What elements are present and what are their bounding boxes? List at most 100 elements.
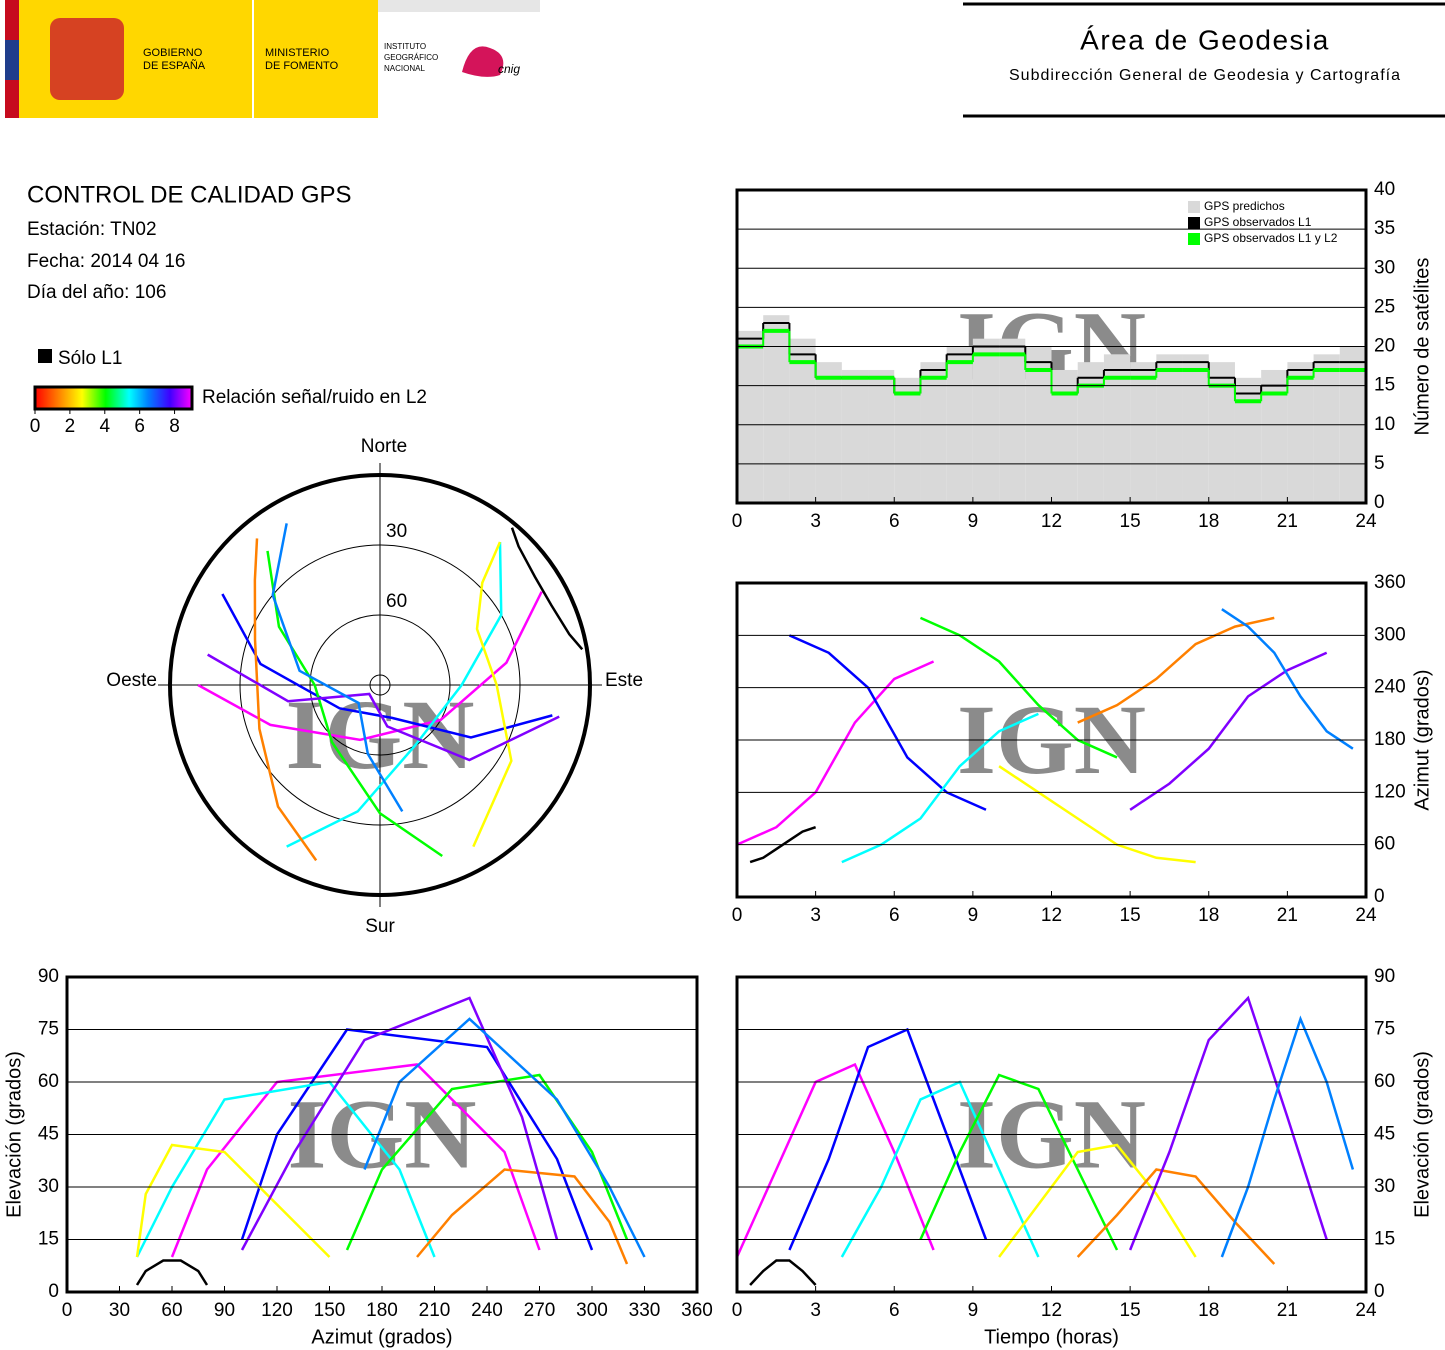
direction-label: Sur: [365, 916, 395, 937]
x-axis-label: Tiempo (horas): [984, 1326, 1119, 1348]
predicted-bar: [789, 338, 816, 503]
y-tick-label: 0: [48, 1281, 59, 1302]
satellite-track: [135, 1080, 436, 1258]
satellite-track: [1221, 608, 1354, 750]
legend-label: GPS observados L1: [1204, 215, 1312, 229]
x-tick-label: 21: [1277, 905, 1298, 926]
predicted-bar: [1130, 362, 1157, 503]
x-tick-label: 18: [1198, 905, 1219, 926]
x-tick-label: 12: [1041, 905, 1062, 926]
x-tick-label: 6: [889, 511, 900, 532]
satellite-track: [416, 1168, 629, 1265]
x-tick-label: 330: [629, 1300, 661, 1321]
header: GOBIERNO DE ESPAÑA MINISTERIO DE FOMENTO…: [5, 0, 1445, 118]
x-axis-label: Azimut (grados): [311, 1326, 452, 1348]
predicted-bar: [868, 369, 895, 503]
x-tick-label: 18: [1198, 511, 1219, 532]
satellite-track: [1077, 616, 1275, 724]
x-tick-label: 360: [681, 1300, 713, 1321]
x-tick-label: 30: [109, 1300, 130, 1321]
satellite-track: [1076, 1168, 1276, 1265]
predicted-bar: [841, 369, 869, 503]
y-axis-label: Elevación (grados): [3, 1051, 25, 1218]
institute-text: NACIONAL: [384, 64, 425, 73]
y-tick-label: 180: [1374, 729, 1406, 750]
y-tick-label: 20: [1374, 336, 1395, 357]
x-tick-label: 0: [732, 1300, 743, 1321]
plot-frame: [735, 188, 1368, 505]
legend-swatch: [1188, 233, 1200, 245]
plot-frame: [65, 975, 699, 1294]
x-tick-label: 9: [968, 1300, 979, 1321]
legend-label: GPS predichos: [1204, 199, 1285, 213]
x-tick-label: 3: [810, 905, 821, 926]
direction-label: Oeste: [106, 670, 157, 691]
satellite-track: [363, 1017, 646, 1258]
predicted-bar: [815, 362, 842, 503]
x-tick-label: 24: [1355, 905, 1377, 926]
y-tick-label: 30: [1374, 1176, 1395, 1197]
y-tick-label: 30: [1374, 257, 1395, 278]
satellite-track: [286, 541, 503, 848]
x-tick-label: 9: [968, 905, 979, 926]
colorbar-tick-label: 8: [169, 416, 180, 437]
x-tick-label: 60: [161, 1300, 182, 1321]
x-tick-label: 15: [1120, 905, 1141, 926]
polar-ring-label: 30: [386, 521, 407, 542]
report-title: CONTROL DE CALIDAD GPS: [27, 181, 352, 208]
polar-ring: [239, 544, 521, 826]
logo-bar: [378, 0, 540, 12]
snr-label: Relación señal/ruido en L2: [202, 387, 427, 408]
satellite-track: [266, 550, 443, 858]
predicted-bar: [1261, 369, 1288, 503]
plot-frame: [735, 975, 1368, 1294]
watermark: IGN: [957, 684, 1146, 795]
predicted-bar: [1051, 369, 1078, 503]
institute-text: INSTITUTO: [384, 42, 426, 51]
satellite-track: [840, 1080, 1040, 1258]
ministry-text: DE FOMENTO: [265, 60, 339, 72]
predicted-bar: [894, 377, 921, 503]
y-tick-label: 90: [1374, 966, 1395, 987]
x-tick-label: 90: [214, 1300, 235, 1321]
x-tick-label: 18: [1198, 1300, 1219, 1321]
x-tick-label: 120: [261, 1300, 293, 1321]
satellite-track: [736, 660, 935, 846]
x-tick-label: 12: [1041, 1300, 1062, 1321]
predicted-bar: [1077, 362, 1104, 503]
x-tick-label: 12: [1041, 511, 1062, 532]
y-tick-label: 60: [1374, 834, 1395, 855]
predicted-bar: [972, 338, 1000, 503]
satellite-track: [271, 523, 404, 813]
predicted-bar: [1182, 354, 1209, 503]
cnig-text: cnig: [498, 62, 520, 76]
x-tick-label: 15: [1120, 1300, 1141, 1321]
x-tick-label: 6: [889, 905, 900, 926]
direction-label: Norte: [361, 436, 407, 457]
area-title: Área de Geodesia: [1080, 24, 1330, 55]
y-tick-label: 25: [1374, 296, 1395, 317]
satellite-track: [240, 996, 559, 1251]
x-tick-label: 240: [471, 1300, 503, 1321]
satellite-track: [170, 1063, 541, 1258]
y-tick-label: 75: [1374, 1019, 1395, 1040]
x-tick-label: 9: [968, 511, 979, 532]
x-tick-label: 21: [1277, 1300, 1298, 1321]
institute-text: GEOGRÁFICO: [384, 53, 438, 62]
y-axis-label: Azimut (grados): [1411, 669, 1433, 810]
watermark: IGN: [957, 1078, 1146, 1189]
predicted-bar: [1156, 354, 1183, 503]
x-tick-label: 24: [1355, 511, 1377, 532]
station: Estación: TN02: [27, 219, 157, 240]
satellite-track: [510, 527, 584, 651]
x-tick-label: 180: [366, 1300, 398, 1321]
x-tick-label: 210: [419, 1300, 451, 1321]
y-tick-label: 0: [1374, 886, 1385, 907]
satellite-track: [919, 616, 1118, 759]
y-tick-label: 300: [1374, 624, 1406, 645]
y-tick-label: 15: [1374, 1229, 1395, 1250]
x-tick-label: 6: [889, 1300, 900, 1321]
colorbar-tick-label: 0: [30, 416, 41, 437]
y-tick-label: 0: [1374, 1281, 1385, 1302]
predicted-bar: [1313, 354, 1340, 503]
